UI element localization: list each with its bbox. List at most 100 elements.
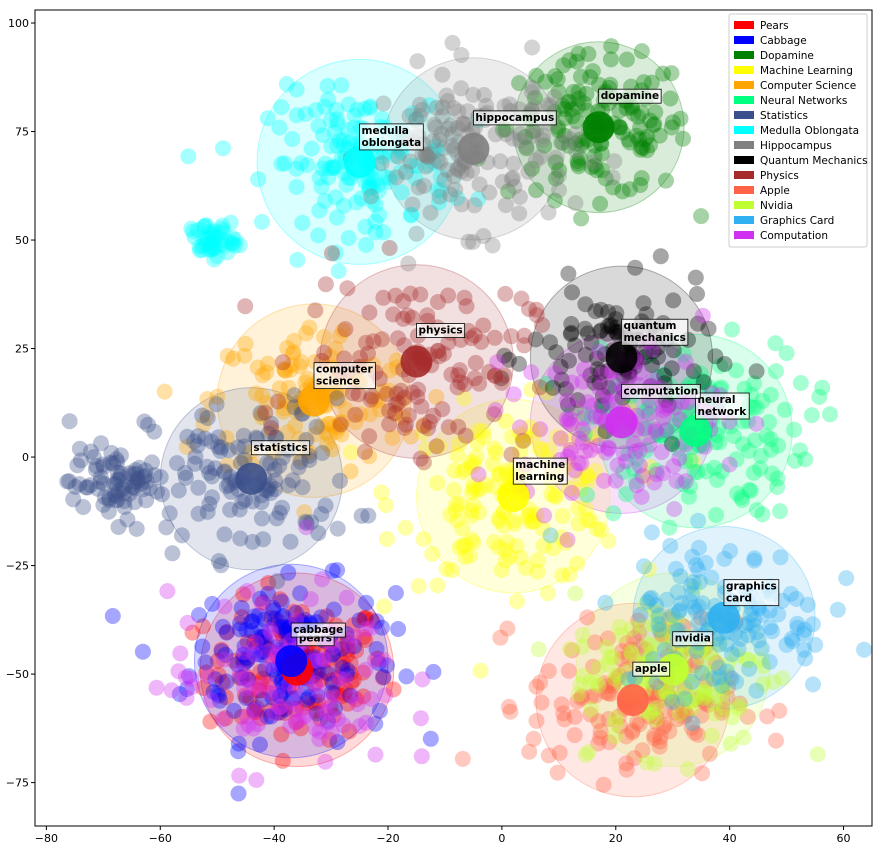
point-hippocampus — [436, 172, 453, 189]
point-machine-learning — [600, 533, 617, 549]
point-medulla-oblongata — [193, 241, 210, 258]
point-computer-science — [330, 419, 347, 436]
point-machine-learning — [505, 512, 522, 529]
point-machine-learning — [640, 561, 657, 578]
point-computation — [654, 397, 671, 414]
point-pears — [240, 671, 257, 688]
label-text: neural network — [697, 394, 747, 418]
point-computation — [286, 696, 303, 713]
point-hippocampus — [375, 95, 392, 112]
point-computation — [584, 397, 601, 414]
point-computation — [179, 614, 196, 631]
point-hippocampus — [547, 150, 564, 166]
point-dopamine — [591, 76, 608, 93]
point-machine-learning — [561, 566, 578, 583]
point-computation — [413, 748, 430, 765]
point-statistics — [61, 413, 78, 430]
point-apple — [651, 738, 668, 755]
point-neural-networks — [792, 375, 809, 391]
point-computer-science — [347, 414, 364, 431]
point-statistics — [244, 493, 261, 510]
point-machine-learning — [452, 496, 469, 512]
point-neural-networks — [701, 379, 718, 396]
point-nvidia — [657, 683, 674, 700]
point-nvidia — [669, 612, 686, 629]
point-machine-learning — [572, 481, 589, 498]
point-statistics — [190, 505, 207, 522]
point-computation — [357, 714, 374, 731]
point-medulla-oblongata — [375, 224, 392, 241]
point-apple — [695, 693, 712, 709]
point-quantum-mechanics — [652, 248, 669, 265]
point-cabbage — [325, 645, 342, 662]
point-cabbage — [244, 613, 261, 630]
point-medulla-oblongata — [299, 157, 316, 173]
centroid-statistics — [235, 462, 268, 495]
x-tick-label: 60 — [837, 832, 851, 845]
point-dopamine — [632, 177, 649, 193]
point-apple — [692, 609, 709, 626]
point-machine-learning — [429, 577, 446, 594]
point-dopamine — [639, 142, 655, 159]
point-apple — [694, 765, 711, 782]
point-hippocampus — [435, 140, 452, 157]
point-computation — [655, 402, 672, 419]
point-statistics — [220, 442, 237, 459]
legend-label: Quantum Mechanics — [760, 155, 868, 167]
point-apple — [678, 704, 694, 721]
point-computation — [297, 707, 314, 724]
point-physics — [332, 416, 349, 433]
point-nvidia — [590, 677, 607, 694]
point-medulla-oblongata — [421, 97, 438, 114]
point-pears — [355, 664, 371, 681]
point-physics — [435, 345, 452, 362]
point-medulla-oblongata — [278, 76, 295, 92]
point-computer-science — [156, 383, 173, 400]
point-computer-science — [199, 391, 216, 407]
point-medulla-oblongata — [224, 229, 241, 246]
point-computation — [633, 488, 650, 505]
label-graphics-card: graphics card — [723, 579, 780, 607]
point-computer-science — [328, 423, 345, 440]
point-medulla-oblongata — [191, 238, 208, 255]
point-apple — [631, 624, 648, 641]
point-statistics — [138, 492, 155, 509]
point-computation — [648, 466, 665, 483]
legend-swatch — [734, 81, 754, 89]
point-apple — [622, 641, 639, 658]
point-machine-learning — [529, 422, 546, 439]
point-physics — [528, 301, 545, 318]
point-pears — [251, 682, 268, 699]
x-tick-label: −20 — [376, 832, 399, 845]
point-statistics — [124, 479, 141, 495]
point-machine-learning — [475, 423, 492, 440]
point-dopamine — [575, 95, 592, 112]
point-graphics-card — [804, 616, 821, 633]
point-medulla-oblongata — [322, 112, 339, 129]
point-statistics — [210, 553, 227, 570]
point-computation — [331, 670, 348, 687]
point-quantum-mechanics — [650, 349, 667, 365]
point-medulla-oblongata — [313, 178, 330, 195]
point-apple — [656, 716, 673, 733]
point-hippocampus — [434, 108, 451, 125]
point-hippocampus — [449, 119, 466, 136]
point-statistics — [213, 557, 229, 574]
point-statistics — [107, 487, 124, 504]
point-pears — [348, 642, 365, 659]
point-apple — [533, 694, 550, 711]
point-dopamine — [550, 122, 567, 139]
point-pears — [313, 671, 329, 688]
point-computation — [579, 394, 596, 411]
point-computation — [593, 408, 610, 425]
legend-swatch — [734, 36, 754, 44]
point-cabbage — [209, 685, 226, 702]
point-graphics-card — [691, 539, 707, 556]
point-nvidia — [722, 735, 739, 752]
point-computer-science — [313, 418, 330, 435]
point-machine-learning — [410, 578, 427, 594]
point-dopamine — [561, 93, 577, 110]
point-hippocampus — [520, 163, 537, 180]
point-dopamine — [560, 94, 576, 111]
point-apple — [492, 629, 509, 646]
